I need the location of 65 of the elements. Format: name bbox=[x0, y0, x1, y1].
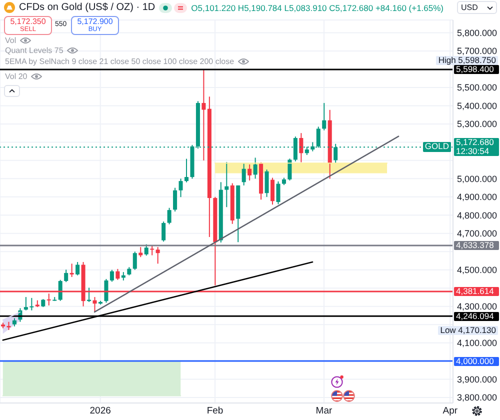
candlestick bbox=[173, 187, 178, 212]
candlestick bbox=[270, 177, 275, 206]
ref-line-label: 4,246.094 bbox=[454, 310, 499, 321]
y-tick-label: 3,900.000 bbox=[457, 374, 498, 384]
ref-line-label: 5,598.400 bbox=[454, 64, 499, 74]
y-tick-label: 4,900.000 bbox=[457, 192, 498, 202]
ref-line-label: 4,381.614 bbox=[454, 286, 499, 296]
candlestick bbox=[288, 158, 292, 181]
candlestick bbox=[58, 279, 62, 302]
y-tick-label: 4,300.000 bbox=[457, 302, 498, 312]
y-tick-label: 4,500.000 bbox=[457, 265, 498, 276]
ref-line-label: 5,172.680 12:30:54 bbox=[454, 137, 499, 156]
candlestick bbox=[184, 158, 189, 183]
y-tick-label: 5,500.000 bbox=[457, 82, 498, 93]
annotation: 5,172.350 bbox=[9, 17, 47, 26]
ref-line-label: 4,000.000 bbox=[454, 356, 499, 366]
y-tick-label: 5,800.000 bbox=[457, 28, 498, 38]
currency-dropdown: USD bbox=[457, 1, 497, 14]
candlestick bbox=[276, 180, 280, 205]
candlestick bbox=[138, 246, 143, 258]
annotation: Vol 20 bbox=[5, 72, 28, 81]
candlestick bbox=[76, 262, 80, 276]
x-tick-label: 2026 bbox=[90, 406, 111, 417]
candlestick bbox=[248, 164, 252, 181]
candlestick bbox=[224, 162, 229, 208]
candlestick bbox=[299, 132, 304, 163]
candlestick bbox=[64, 269, 68, 283]
candlestick bbox=[162, 221, 166, 242]
x-tick-label: Apr bbox=[442, 406, 458, 417]
candlestick bbox=[132, 251, 137, 270]
chart-title: CFDs on Gold (US$ / OZ) · 1D bbox=[19, 2, 156, 13]
candlestick bbox=[70, 263, 74, 278]
annotation: GOLD bbox=[422, 141, 451, 152]
x-tick-label: Feb bbox=[206, 406, 224, 417]
candlestick bbox=[110, 269, 114, 282]
annotation: Vol bbox=[5, 36, 16, 45]
candlestick bbox=[116, 268, 120, 280]
y-tick-label: 5,400.000 bbox=[457, 100, 498, 111]
ref-line-label: 4,633.378 bbox=[454, 240, 499, 250]
candlestick bbox=[253, 157, 258, 180]
y-tick-label: 5,000.000 bbox=[457, 174, 498, 184]
y-tick-label: 5,700.000 bbox=[457, 46, 498, 56]
candlestick bbox=[264, 169, 269, 198]
y-tick-label: 3,800.000 bbox=[457, 392, 498, 403]
candlestick bbox=[150, 244, 154, 256]
candlestick bbox=[144, 244, 148, 256]
annotation: Quant Levels 75 bbox=[5, 46, 64, 55]
chart-subtitle: O5,101.220 H5,190.784 L5,083.910 C5,172.680 +84.160 (+1.65%) bbox=[191, 2, 444, 12]
candlestick bbox=[167, 207, 172, 225]
annotation: High 5,598.750 bbox=[436, 55, 498, 65]
candlestick bbox=[178, 178, 183, 198]
y-tick-label: 4,700.000 bbox=[457, 228, 498, 239]
y-tick-label: 5,300.000 bbox=[457, 119, 498, 130]
y-tick-label: 4,800.000 bbox=[457, 210, 498, 220]
candlestick bbox=[104, 278, 108, 304]
candlestick bbox=[202, 68, 206, 161]
x-tick-label: Mar bbox=[316, 406, 332, 417]
annotation: 5,172.900 bbox=[76, 17, 114, 26]
candlestick bbox=[92, 296, 97, 312]
annotation: 5EMA by SelNach 9 close 21 close 50 close 100 close 200 close bbox=[5, 57, 234, 66]
candlestick bbox=[156, 246, 160, 264]
candlestick bbox=[322, 102, 326, 131]
candlestick bbox=[242, 163, 246, 186]
annotation: Low 4,170.130 bbox=[438, 324, 498, 334]
y-tick-label: 4,100.000 bbox=[457, 338, 498, 348]
